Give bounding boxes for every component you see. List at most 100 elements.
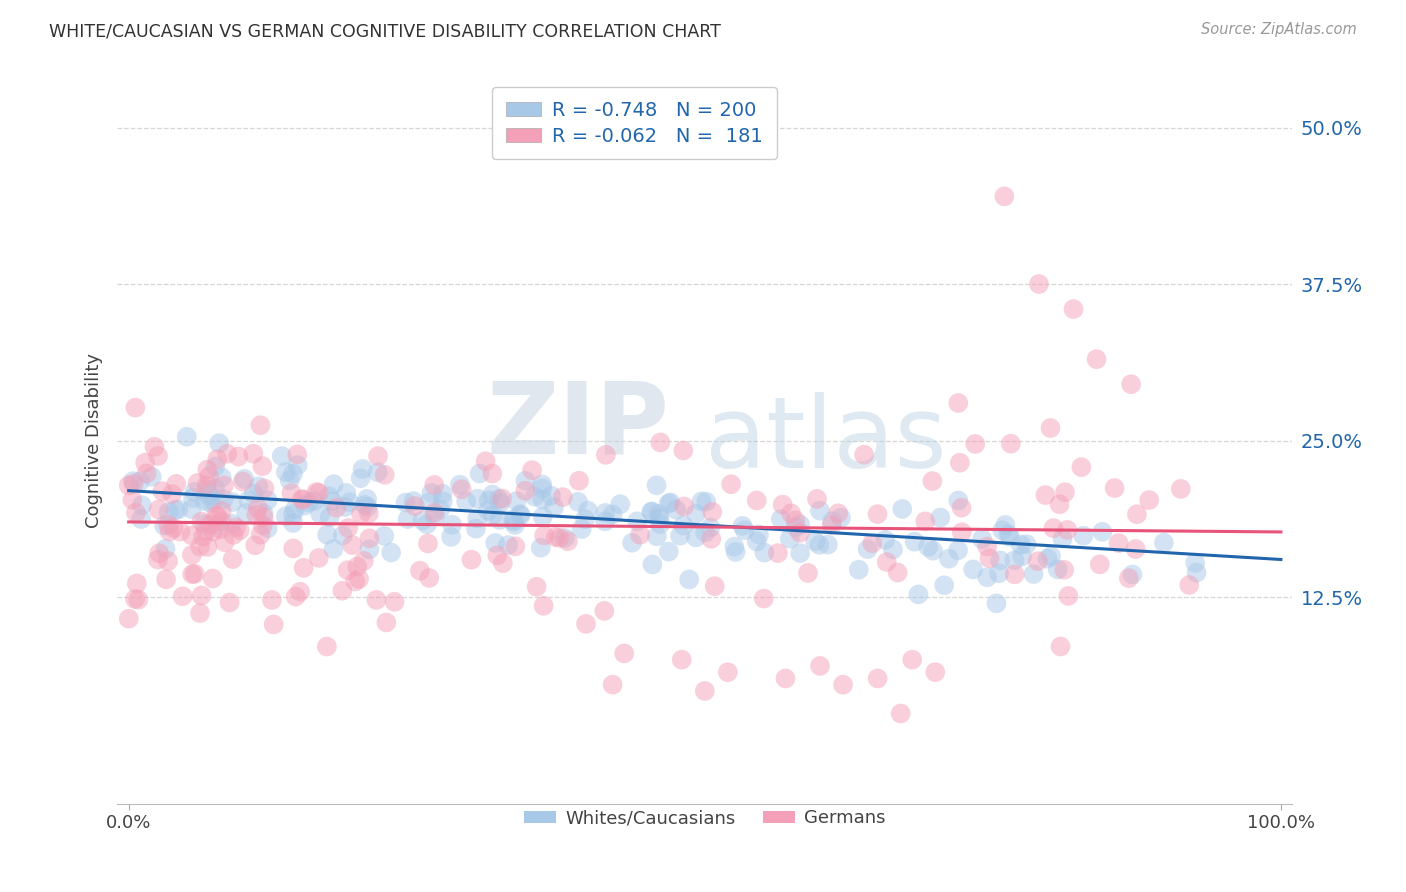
Point <box>322 541 344 556</box>
Point <box>641 505 664 519</box>
Point <box>540 489 562 503</box>
Point <box>135 467 157 481</box>
Point <box>866 672 889 686</box>
Point <box>492 556 515 570</box>
Point <box>593 604 616 618</box>
Point <box>143 440 166 454</box>
Point <box>543 500 565 515</box>
Point <box>148 546 170 560</box>
Point <box>1015 537 1038 551</box>
Point <box>1039 421 1062 435</box>
Point <box>440 517 463 532</box>
Point <box>1057 589 1080 603</box>
Point <box>772 498 794 512</box>
Point <box>922 543 945 558</box>
Point <box>1026 554 1049 568</box>
Point <box>294 499 316 513</box>
Point <box>221 495 243 509</box>
Point <box>183 484 205 499</box>
Point <box>1137 493 1160 508</box>
Point <box>962 562 984 576</box>
Point <box>1046 562 1069 576</box>
Point <box>195 478 218 492</box>
Point <box>339 495 361 509</box>
Point <box>243 538 266 552</box>
Point <box>907 587 929 601</box>
Point <box>820 518 842 533</box>
Point <box>242 486 264 500</box>
Point <box>129 475 152 489</box>
Point <box>252 459 274 474</box>
Point <box>645 478 668 492</box>
Point <box>575 616 598 631</box>
Point <box>308 485 330 500</box>
Point <box>991 523 1014 537</box>
Point <box>281 507 304 521</box>
Point <box>176 430 198 444</box>
Point <box>157 505 180 519</box>
Point <box>292 492 315 507</box>
Point <box>1011 549 1033 564</box>
Point <box>347 572 370 586</box>
Point <box>374 467 396 482</box>
Point <box>531 492 554 507</box>
Point <box>1070 460 1092 475</box>
Point <box>641 558 664 572</box>
Point <box>263 617 285 632</box>
Point <box>253 510 276 524</box>
Point <box>551 490 574 504</box>
Point <box>921 474 943 488</box>
Point <box>202 493 225 508</box>
Point <box>357 506 380 520</box>
Point <box>278 474 301 488</box>
Point <box>901 653 924 667</box>
Point <box>188 540 211 554</box>
Point <box>315 640 337 654</box>
Point <box>195 462 218 476</box>
Point <box>489 496 512 510</box>
Point <box>127 592 149 607</box>
Point <box>1028 277 1050 291</box>
Point <box>233 472 256 486</box>
Point <box>450 483 472 497</box>
Y-axis label: Cognitive Disability: Cognitive Disability <box>86 353 103 528</box>
Point <box>669 529 692 543</box>
Point <box>882 542 904 557</box>
Point <box>515 483 537 498</box>
Point <box>384 595 406 609</box>
Point <box>1052 532 1074 546</box>
Point <box>526 580 548 594</box>
Point <box>671 653 693 667</box>
Point <box>523 490 546 504</box>
Point <box>976 570 998 584</box>
Point <box>695 494 717 508</box>
Point <box>129 512 152 526</box>
Point <box>1125 542 1147 557</box>
Point <box>146 449 169 463</box>
Point <box>165 503 187 517</box>
Point <box>249 418 271 433</box>
Point <box>122 476 145 491</box>
Point <box>628 528 651 542</box>
Point <box>797 566 820 580</box>
Point <box>1185 566 1208 580</box>
Point <box>613 647 636 661</box>
Point <box>155 541 177 556</box>
Point <box>1091 524 1114 539</box>
Text: atlas: atlas <box>704 392 946 489</box>
Point <box>344 574 367 589</box>
Point <box>659 495 682 509</box>
Point <box>488 491 510 506</box>
Point <box>533 528 555 542</box>
Point <box>1053 485 1076 500</box>
Point <box>914 515 936 529</box>
Point <box>157 517 180 532</box>
Point <box>242 447 264 461</box>
Point <box>734 523 756 537</box>
Point <box>775 672 797 686</box>
Point <box>477 504 499 518</box>
Point <box>695 525 717 540</box>
Point <box>465 511 488 525</box>
Point <box>832 678 855 692</box>
Point <box>150 484 173 499</box>
